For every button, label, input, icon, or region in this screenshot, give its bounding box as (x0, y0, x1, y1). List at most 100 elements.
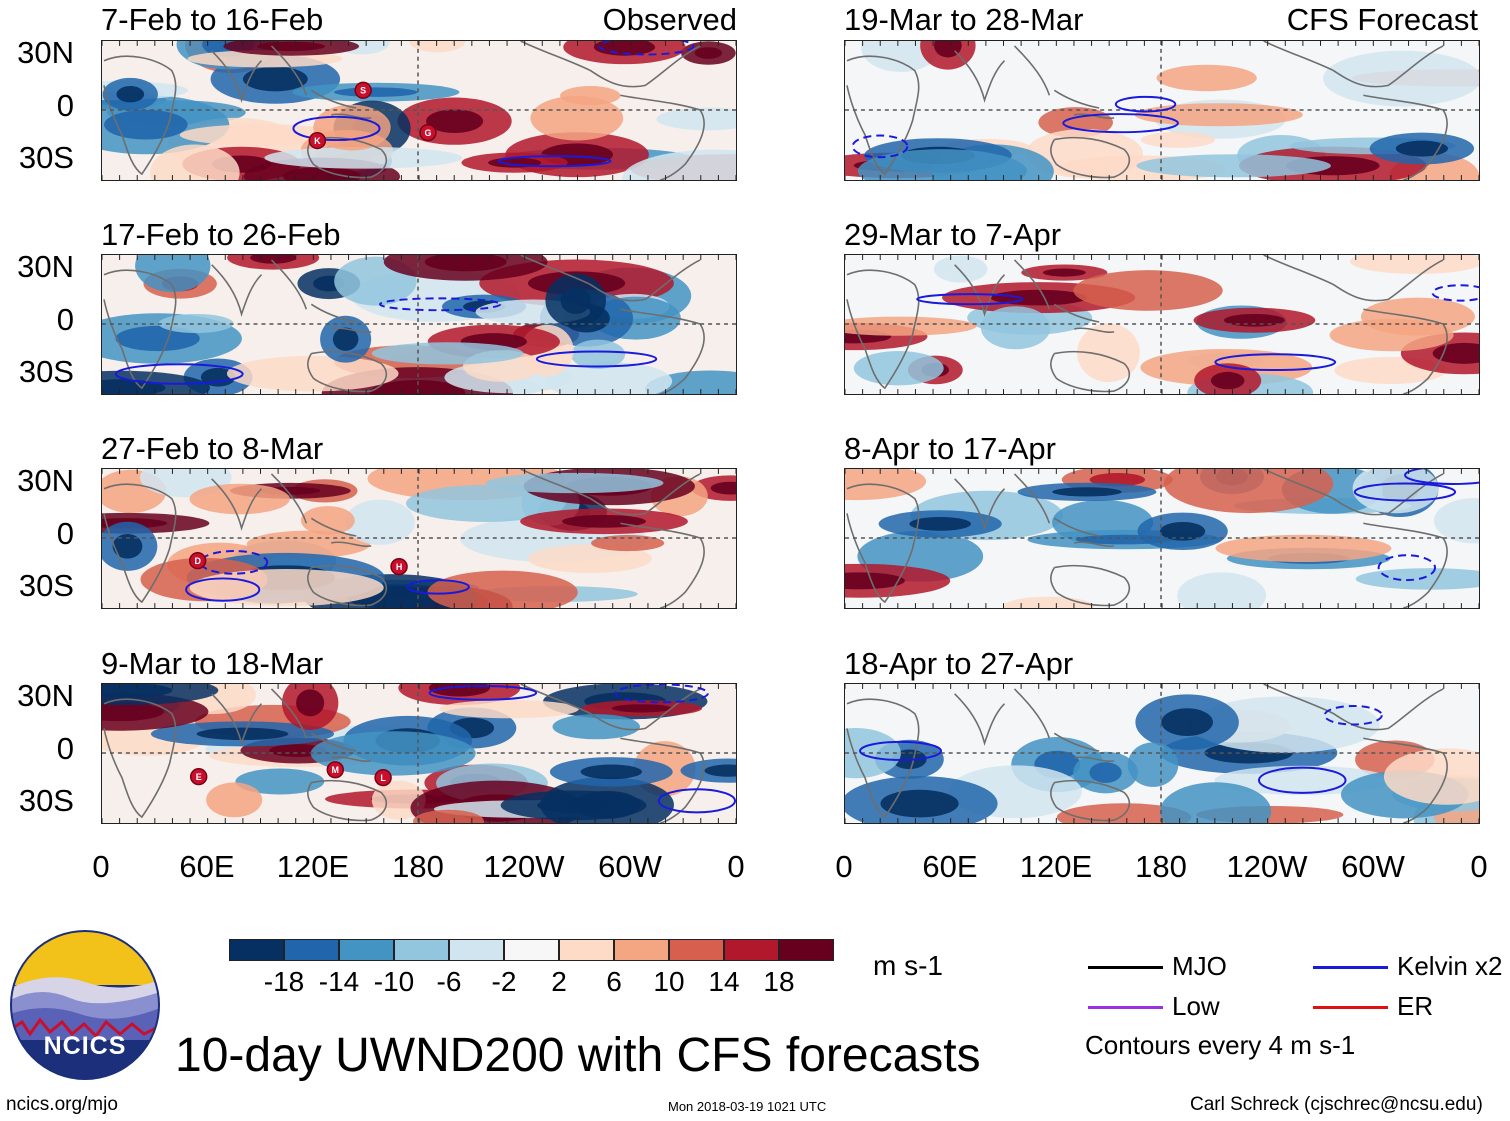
map-panel: S K G (101, 40, 737, 181)
footer-timestamp: Mon 2018-03-19 1021 UTC (668, 1099, 827, 1114)
storm-marker: G (419, 124, 437, 142)
colorbar-tick-label: -2 (491, 966, 517, 997)
legend-swatch (1088, 966, 1163, 969)
y-tick-label: 30N (17, 35, 74, 70)
svg-text:D: D (194, 556, 201, 566)
colorbar-tick-label: 18 (763, 966, 795, 997)
logo-text: NCICS (43, 1032, 127, 1060)
colorbar-cell (394, 939, 449, 961)
storm-marker: S (354, 81, 372, 99)
x-tick-label: 60E (922, 849, 978, 884)
storm-marker: E (189, 768, 208, 786)
panel-title: 9-Mar to 18-Mar (101, 646, 324, 681)
panel-title: 18-Apr to 27-Apr (844, 646, 1074, 681)
anomaly-map: EML (102, 684, 736, 823)
anomaly-map (845, 255, 1479, 394)
colorbar-units: m s-1 (873, 950, 943, 981)
x-tick-label: 0 (835, 849, 853, 884)
panel-title: 27-Feb to 8-Mar (101, 431, 324, 466)
legend-swatch (1313, 966, 1388, 969)
panel-title: 17-Feb to 26-Feb (101, 217, 341, 252)
column-label: Observed (602, 2, 737, 37)
colorbar-cell (284, 939, 339, 961)
legend-label: MJO (1172, 951, 1227, 981)
y-tick-label: 30S (18, 354, 74, 389)
svg-text:G: G (424, 128, 431, 138)
y-tick-label: 30N (17, 249, 74, 284)
panel-title: 8-Apr to 17-Apr (844, 431, 1056, 466)
x-tick-label: 60W (1341, 849, 1405, 884)
colorbar-cell (504, 939, 559, 961)
storm-marker: H (390, 557, 408, 576)
x-tick-label: 0 (92, 849, 110, 884)
panel-title: 19-Mar to 28-Mar (844, 2, 1084, 37)
colorbar-cell (669, 939, 724, 961)
storm-marker: K (308, 131, 327, 150)
colorbar-tick-label: -10 (373, 966, 415, 997)
anomaly-map (845, 469, 1479, 608)
x-tick-label: 120E (1019, 849, 1093, 884)
anomaly-map: DH (102, 469, 736, 608)
x-tick-label: 120W (1226, 849, 1308, 884)
anomaly-map (845, 41, 1479, 180)
y-tick-label: 30S (18, 783, 74, 818)
colorbar-tick-label: -6 (436, 966, 462, 997)
y-tick-label: 30S (18, 568, 74, 603)
colorbar-tick-label: 14 (708, 966, 740, 997)
map-panel (844, 254, 1480, 395)
map-panel (844, 683, 1480, 824)
colorbar-cell (724, 939, 779, 961)
colorbar-tick-label: 6 (606, 966, 622, 997)
x-tick-label: 0 (1470, 849, 1488, 884)
colorbar-cell (779, 939, 834, 961)
y-tick-label: 30N (17, 463, 74, 498)
y-tick-label: 0 (56, 731, 74, 766)
column-label: CFS Forecast (1286, 2, 1478, 37)
colorbar-tick-label: -18 (263, 966, 305, 997)
x-tick-label: 180 (392, 849, 444, 884)
legend-label: Low (1172, 991, 1220, 1021)
x-tick-label: 0 (727, 849, 745, 884)
legend-swatch (1313, 1006, 1388, 1009)
svg-text:S: S (360, 86, 366, 96)
panel-title: 29-Mar to 7-Apr (844, 217, 1062, 252)
colorbar-cell (449, 939, 504, 961)
y-tick-label: 30S (18, 140, 74, 175)
legend-swatch (1088, 1006, 1163, 1009)
anomaly-map (845, 684, 1479, 823)
anomaly-map (102, 255, 736, 394)
storm-marker: L (374, 769, 392, 787)
panel-title: 7-Feb to 16-Feb (101, 2, 324, 37)
svg-text:M: M (332, 765, 339, 775)
legend-label: Kelvin x2 (1397, 951, 1503, 981)
x-tick-label: 60E (179, 849, 235, 884)
ncics-logo: NCICS (10, 930, 160, 1080)
colorbar-cell (559, 939, 614, 961)
contour-note: Contours every 4 m s-1 (1085, 1030, 1356, 1060)
footer-credit: Carl Schreck (cjschrec@ncsu.edu) (1190, 1094, 1483, 1115)
footer-url[interactable]: ncics.org/mjo (6, 1094, 118, 1115)
x-tick-label: 120E (276, 849, 350, 884)
svg-text:H: H (396, 562, 402, 572)
legend-label: ER (1397, 991, 1434, 1021)
map-panel (844, 40, 1480, 181)
colorbar-cell (614, 939, 669, 961)
colorbar-tick-label: 10 (653, 966, 685, 997)
svg-text:K: K (314, 136, 321, 146)
y-tick-label: 0 (56, 88, 74, 123)
storm-marker: M (326, 761, 344, 779)
x-tick-label: 60W (598, 849, 662, 884)
anomaly-map: S K G (102, 41, 736, 180)
chart-title: 10-day UWND200 with CFS forecasts (175, 1029, 981, 1082)
colorbar-cell (339, 939, 394, 961)
colorbar-tick-label: -14 (318, 966, 360, 997)
colorbar-cell (229, 939, 284, 961)
svg-text:L: L (380, 773, 386, 783)
y-tick-label: 30N (17, 678, 74, 713)
map-panel (844, 468, 1480, 609)
x-tick-label: 120W (483, 849, 565, 884)
storm-marker: D (188, 552, 207, 570)
svg-text:E: E (196, 772, 202, 782)
